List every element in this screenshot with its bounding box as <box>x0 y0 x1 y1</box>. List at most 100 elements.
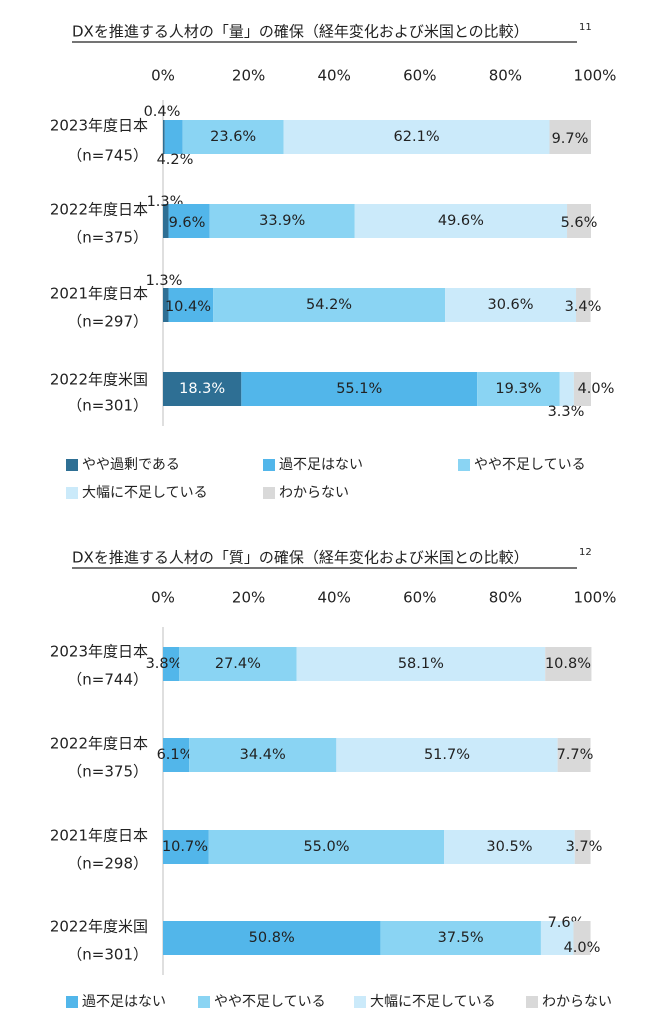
bar-segment <box>549 120 591 154</box>
data-label: 3.8% <box>146 656 183 672</box>
legend-label: わからない <box>542 994 612 1010</box>
category-label: 2021年度日本 <box>50 285 148 303</box>
data-label: 51.7% <box>424 747 470 763</box>
data-label: 9.6% <box>169 215 206 231</box>
data-label: 27.4% <box>215 656 261 672</box>
bar-segment <box>573 372 591 406</box>
data-label: 19.3% <box>495 381 541 397</box>
data-label: 4.2% <box>157 152 194 168</box>
sample-size-label: （n=744） <box>67 671 148 689</box>
footnote-marker: 12 <box>579 547 592 558</box>
data-label: 37.5% <box>438 930 484 946</box>
category-label: 2022年度日本 <box>50 201 148 219</box>
data-label: 18.3% <box>179 381 225 397</box>
legend-label: 過不足はない <box>279 457 363 473</box>
bar-segment <box>189 738 337 772</box>
sample-size-label: （n=375） <box>67 763 148 781</box>
data-label: 9.7% <box>552 131 589 147</box>
sample-size-label: （n=301） <box>67 946 148 964</box>
bar-segment <box>163 921 381 955</box>
bar-segment <box>477 372 560 406</box>
data-label: 1.3% <box>146 273 183 289</box>
legend-swatch <box>263 487 275 499</box>
sample-size-label: （n=297） <box>67 313 148 331</box>
bar-segment <box>336 738 558 772</box>
legend-swatch <box>458 459 470 471</box>
legend-swatch <box>526 996 538 1008</box>
x-tick-label: 80% <box>489 589 522 607</box>
x-tick-label: 100% <box>574 67 617 85</box>
category-label: 2023年度日本 <box>50 117 148 135</box>
data-label: 62.1% <box>394 129 440 145</box>
bar-segment <box>163 830 209 864</box>
x-tick-label: 40% <box>318 589 351 607</box>
legend-label: やや不足している <box>474 457 586 473</box>
bar-segment <box>168 204 210 238</box>
legend-swatch <box>198 996 210 1008</box>
bar-segment <box>163 372 242 406</box>
data-label: 4.0% <box>564 940 601 956</box>
category-label: 2021年度日本 <box>50 827 148 845</box>
data-label: 30.6% <box>487 297 533 313</box>
category-label: 2023年度日本 <box>50 643 148 661</box>
bar-segment <box>283 120 550 154</box>
data-label: 6.1% <box>157 747 194 763</box>
legend-label: 大幅に不足している <box>370 994 496 1010</box>
legend-label: わからない <box>279 485 349 501</box>
legend-label: やや不足している <box>214 994 326 1010</box>
bar-segment <box>557 738 591 772</box>
x-tick-label: 80% <box>489 67 522 85</box>
category-label: 2022年度米国 <box>50 918 148 936</box>
data-label: 55.1% <box>336 381 382 397</box>
bar-segment <box>574 830 591 864</box>
bar-segment <box>567 204 591 238</box>
sample-size-label: （n=745） <box>67 147 148 165</box>
data-label: 5.6% <box>561 215 598 231</box>
category-label: 2022年度日本 <box>50 735 148 753</box>
data-label: 10.8% <box>545 656 591 672</box>
chart-quality: DXを推進する人材の「質」の確保（経年変化および米国との比較） 12 0% 20% 40… <box>50 547 617 1010</box>
bar-segment <box>163 647 180 681</box>
legend-swatch <box>263 459 275 471</box>
bar-segment <box>380 921 541 955</box>
bar-segment <box>540 921 574 955</box>
legend-swatch <box>354 996 366 1008</box>
sample-size-label: （n=301） <box>67 397 148 415</box>
data-label: 0.4% <box>144 104 181 120</box>
x-tick-label: 100% <box>574 589 617 607</box>
x-tick-label: 40% <box>318 67 351 85</box>
category-label: 2022年度米国 <box>50 371 148 389</box>
legend-label: 大幅に不足している <box>82 485 208 501</box>
data-label: 3.4% <box>565 299 602 315</box>
bar-segment <box>444 830 575 864</box>
bar-segment <box>241 372 478 406</box>
data-label: 10.7% <box>162 839 208 855</box>
data-label: 55.0% <box>303 839 349 855</box>
footnote-marker: 11 <box>579 22 592 33</box>
bar-segment <box>163 120 165 154</box>
data-label: 34.4% <box>240 747 286 763</box>
legend-label: やや過剰である <box>82 457 180 473</box>
bar-segment <box>545 647 592 681</box>
bar-segment <box>576 288 591 322</box>
data-label: 3.3% <box>548 404 585 420</box>
bar-segment <box>182 120 284 154</box>
data-label: 3.7% <box>566 839 603 855</box>
data-label: 50.8% <box>249 930 295 946</box>
chart-title: DXを推進する人材の「質」の確保（経年変化および米国との比較） <box>72 549 529 567</box>
bar-segment <box>208 830 445 864</box>
bar-segment <box>163 288 169 322</box>
data-label: 4.0% <box>578 381 615 397</box>
bar-segment <box>163 204 169 238</box>
data-label: 54.2% <box>306 297 352 313</box>
data-label: 7.7% <box>557 747 594 763</box>
data-label: 33.9% <box>259 213 305 229</box>
bar-segment <box>209 204 355 238</box>
legend-label: 過不足はない <box>82 994 166 1010</box>
bar-segment <box>213 288 446 322</box>
bar-segment <box>573 921 591 955</box>
bar-segment <box>296 647 546 681</box>
x-tick-label: 0% <box>151 67 175 85</box>
x-tick-label: 60% <box>403 67 436 85</box>
bar-segment <box>559 372 574 406</box>
